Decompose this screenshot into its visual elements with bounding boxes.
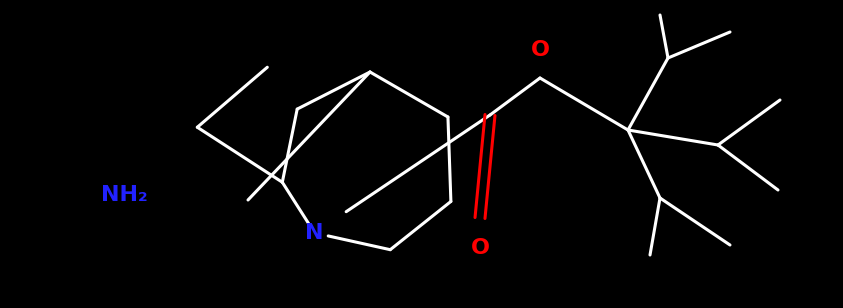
Text: O: O [470, 238, 490, 258]
Text: O: O [530, 40, 550, 60]
Text: NH₂: NH₂ [101, 185, 148, 205]
Text: N: N [305, 223, 324, 243]
